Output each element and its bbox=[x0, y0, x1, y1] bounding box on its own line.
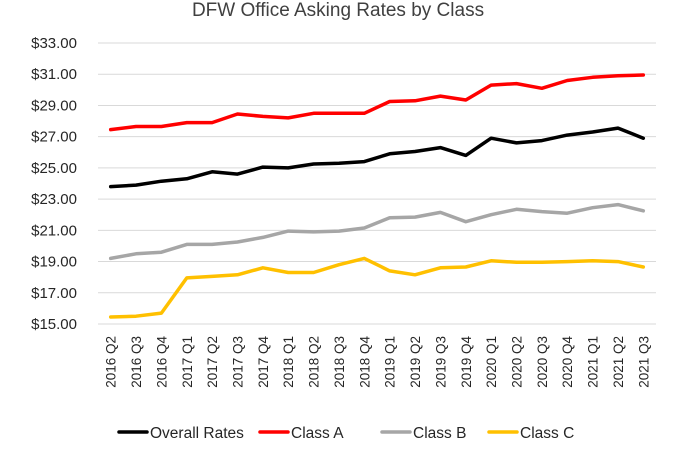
x-tick-label: 2020 Q1 bbox=[484, 336, 499, 388]
y-tick-label: $27.00 bbox=[31, 129, 77, 146]
y-tick-label: $33.00 bbox=[31, 35, 77, 52]
y-tick-label: $19.00 bbox=[31, 254, 77, 271]
legend-label: Class A bbox=[291, 425, 344, 442]
x-tick-label: 2017 Q3 bbox=[231, 336, 246, 388]
legend-label: Class B bbox=[413, 425, 466, 442]
x-tick-label: 2021 Q2 bbox=[611, 336, 626, 388]
x-tick-label: 2018 Q4 bbox=[357, 336, 372, 388]
x-tick-label: 2020 Q3 bbox=[535, 336, 550, 388]
x-tick-label: 2019 Q3 bbox=[433, 336, 448, 388]
legend: Overall Rates Class A Class B Class C bbox=[117, 425, 574, 442]
series-line-overall-rates bbox=[108, 126, 646, 189]
y-tick-label: $25.00 bbox=[31, 160, 77, 177]
x-tick-label: 2016 Q4 bbox=[154, 336, 169, 388]
x-tick-label: 2019 Q1 bbox=[383, 336, 398, 388]
x-tick-label: 2021 Q1 bbox=[586, 336, 601, 388]
y-tick-label: $29.00 bbox=[31, 97, 77, 114]
x-tick-label: 2020 Q2 bbox=[510, 336, 525, 388]
x-tick-label: 2020 Q4 bbox=[560, 336, 575, 388]
x-tick-label: 2017 Q1 bbox=[180, 336, 195, 388]
x-tick-label: 2018 Q1 bbox=[281, 336, 296, 388]
x-axis-ticks: 2016 Q2 2016 Q3 2016 Q4 2017 Q1 2017 Q2 2017 … bbox=[104, 336, 652, 388]
series-line-class-b bbox=[108, 202, 646, 261]
gridlines bbox=[98, 42, 656, 325]
x-tick-label: 2017 Q2 bbox=[205, 336, 220, 388]
series-line-class-a bbox=[108, 73, 646, 132]
chart-title: DFW Office Asking Rates by Class bbox=[192, 0, 484, 21]
x-tick-label: 2016 Q3 bbox=[129, 336, 144, 388]
x-tick-label: 2018 Q3 bbox=[332, 336, 347, 388]
y-tick-label: $17.00 bbox=[31, 285, 77, 302]
y-tick-label: $23.00 bbox=[31, 191, 77, 208]
x-tick-label: 2019 Q2 bbox=[408, 336, 423, 388]
y-axis-ticks: $15.00 $17.00 $19.00 $21.00 $23.00 $25.00 $27.… bbox=[31, 35, 77, 333]
y-tick-label: $21.00 bbox=[31, 222, 77, 239]
x-tick-label: 2021 Q3 bbox=[636, 336, 651, 388]
y-tick-label: $31.00 bbox=[31, 66, 77, 83]
x-tick-label: 2018 Q2 bbox=[307, 336, 322, 388]
y-tick-label: $15.00 bbox=[31, 316, 77, 333]
x-tick-label: 2019 Q4 bbox=[459, 336, 474, 388]
legend-label: Class C bbox=[520, 425, 574, 442]
legend-label: Overall Rates bbox=[150, 425, 244, 442]
x-tick-label: 2017 Q4 bbox=[256, 336, 271, 388]
series-lines bbox=[108, 73, 646, 319]
x-tick-label: 2016 Q2 bbox=[104, 336, 119, 388]
series-line-class-c bbox=[108, 256, 646, 319]
